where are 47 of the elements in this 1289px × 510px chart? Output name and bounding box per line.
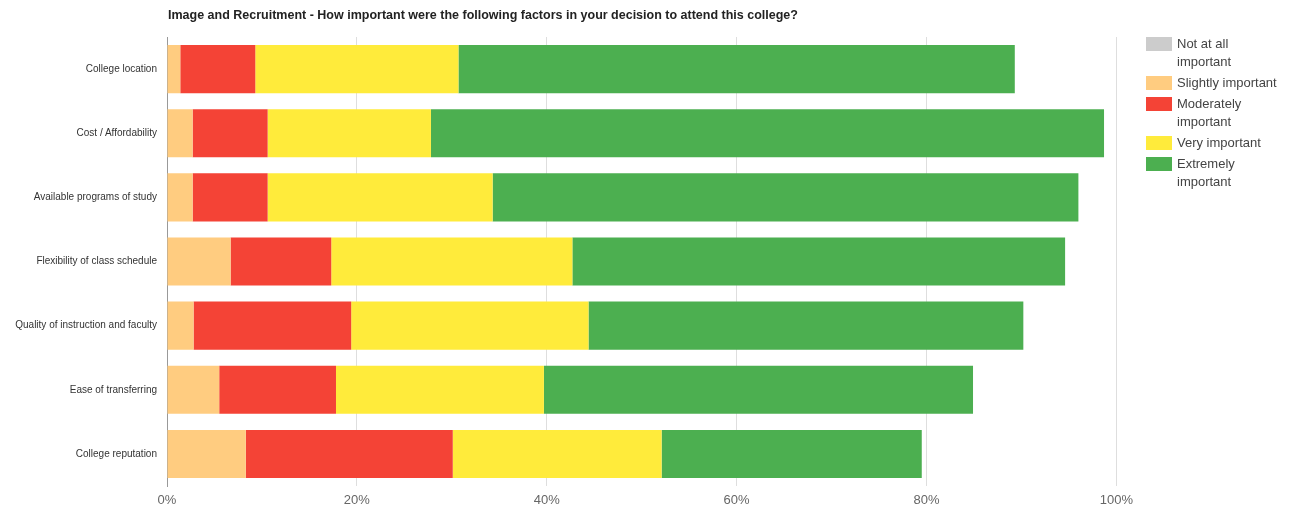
x-tick-label: 60% — [723, 492, 751, 508]
bar — [351, 301, 589, 350]
bar — [661, 429, 922, 478]
bar — [193, 301, 352, 350]
bar — [167, 173, 193, 222]
bar — [167, 237, 231, 286]
bar — [192, 173, 268, 222]
y-tick-label: Cost / Affordability — [76, 126, 157, 138]
y-tick-label: College reputation — [75, 447, 157, 459]
legend-label: Very important — [1177, 134, 1262, 152]
bar — [267, 109, 431, 158]
bar — [167, 365, 220, 414]
legend-label: Slightly important — [1177, 74, 1278, 92]
bar — [245, 429, 453, 478]
y-tick-label: Flexibility of class schedule — [36, 255, 158, 267]
bar — [543, 365, 974, 414]
x-tick-label: 80% — [913, 492, 940, 508]
bar — [219, 365, 336, 414]
bar — [452, 429, 662, 478]
bar — [167, 109, 193, 158]
bar — [230, 237, 332, 286]
bar — [167, 301, 194, 350]
bar — [255, 45, 459, 94]
bar — [572, 237, 1066, 286]
x-tick-label: 100% — [1099, 492, 1134, 508]
x-tick-label: 20% — [343, 492, 371, 508]
bar — [167, 45, 181, 94]
y-tick-label: Ease of transferring — [69, 383, 157, 395]
bar — [192, 109, 268, 158]
y-tick-label: Quality of instruction and faculty — [15, 319, 157, 331]
bar — [267, 173, 493, 222]
legend-label: Moderately important — [1177, 95, 1243, 131]
chart-title: Image and Recruitment - How important were the following factors in your decision to attend this college? — [168, 8, 798, 22]
y-tick-label: Available programs of study — [33, 191, 157, 203]
bar — [588, 301, 1024, 350]
x-tick-label: 0% — [157, 492, 177, 508]
x-tick-label: 40% — [533, 492, 561, 508]
legend-label: Extremely important — [1177, 155, 1236, 191]
legend-label: Not at all important — [1177, 35, 1233, 71]
bar — [180, 45, 256, 94]
bar — [492, 173, 1079, 222]
bar — [458, 45, 1015, 94]
bar — [335, 365, 544, 414]
bar — [430, 109, 1105, 158]
y-tick-label: College location — [85, 62, 157, 74]
bar — [331, 237, 573, 286]
bar — [167, 429, 246, 478]
